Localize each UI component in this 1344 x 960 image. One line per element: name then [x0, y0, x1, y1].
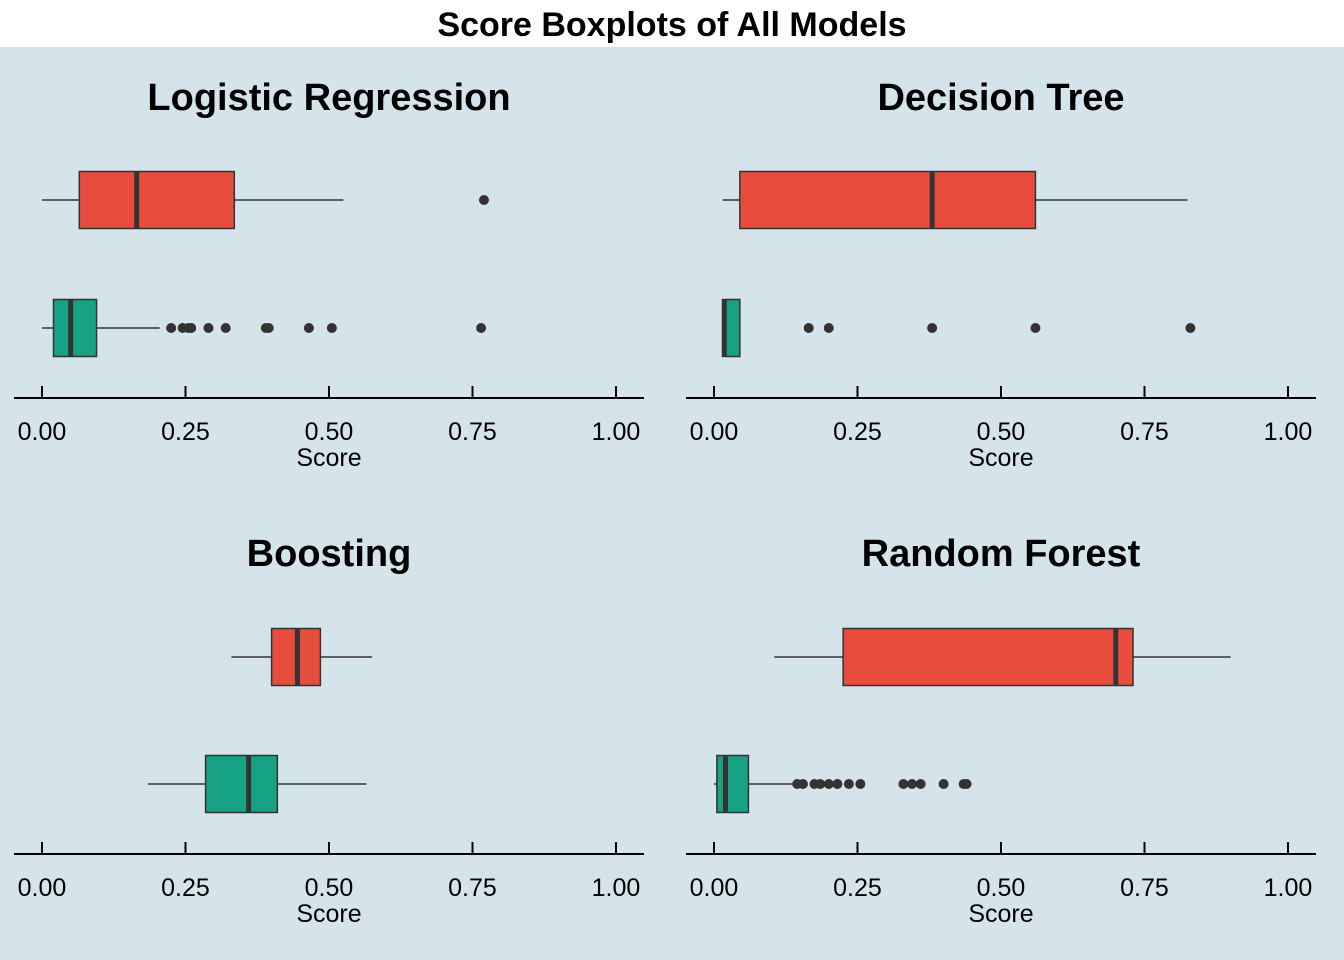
box-class-bottom [716, 754, 750, 814]
box-class-top [842, 627, 1134, 687]
outlier-point [166, 323, 177, 333]
outlier-point [326, 323, 337, 333]
panel-title: Random Forest [862, 533, 1141, 575]
x-tick-label: 0.25 [833, 418, 882, 446]
x-tick-label: 0.50 [977, 418, 1026, 446]
x-tick-label: 0.25 [161, 874, 210, 902]
x-tick-label: 0.75 [1120, 418, 1169, 446]
panel-title: Decision Tree [877, 77, 1124, 119]
x-tick-label: 0.50 [305, 874, 354, 902]
outlier-point [843, 779, 854, 789]
outlier-point [907, 779, 918, 789]
outlier-point [476, 323, 487, 333]
x-tick-label: 0.00 [690, 418, 739, 446]
x-tick-label: 1.00 [1264, 418, 1313, 446]
x-tick-label: 0.00 [18, 418, 67, 446]
outlier-point [823, 323, 834, 333]
outlier-point [803, 323, 814, 333]
chart-title: Score Boxplots of All Models [437, 6, 907, 44]
outlier-point [263, 323, 274, 333]
panel-title: Boosting [247, 533, 412, 575]
outlier-point [203, 323, 214, 333]
box-class-bottom [204, 754, 279, 814]
outlier-point [220, 323, 231, 333]
x-tick-label: 0.25 [833, 874, 882, 902]
x-tick-label: 0.75 [448, 874, 497, 902]
panel-title: Logistic Regression [147, 77, 510, 119]
outlier-point [898, 779, 909, 789]
x-tick-label: 0.00 [18, 874, 67, 902]
outlier-point [938, 779, 949, 789]
x-tick-label: 0.75 [448, 418, 497, 446]
outlier-point [855, 779, 866, 789]
x-axis-label: Score [296, 900, 361, 928]
x-axis-label: Score [296, 444, 361, 472]
outlier-point [478, 195, 489, 205]
box-class-top [739, 170, 1037, 230]
x-tick-label: 1.00 [592, 418, 641, 446]
outlier-point [303, 323, 314, 333]
x-tick-label: 0.25 [161, 418, 210, 446]
outlier-point [832, 779, 843, 789]
x-tick-label: 0.75 [1120, 874, 1169, 902]
x-tick-label: 0.50 [977, 874, 1026, 902]
outlier-point [823, 779, 834, 789]
x-axis-label: Score [968, 444, 1033, 472]
x-axis-label: Score [968, 900, 1033, 928]
x-tick-label: 0.50 [305, 418, 354, 446]
outlier-point [186, 323, 197, 333]
outlier-point [927, 323, 938, 333]
x-tick-label: 1.00 [1264, 874, 1313, 902]
outlier-point [961, 779, 972, 789]
box-class-top [78, 170, 236, 230]
outlier-point [915, 779, 926, 789]
x-tick-label: 0.00 [690, 874, 739, 902]
x-tick-label: 1.00 [592, 874, 641, 902]
box-class-bottom [52, 298, 98, 358]
outlier-point [815, 779, 826, 789]
outlier-point [797, 779, 808, 789]
outlier-point [1030, 323, 1041, 333]
outlier-point [1185, 323, 1196, 333]
